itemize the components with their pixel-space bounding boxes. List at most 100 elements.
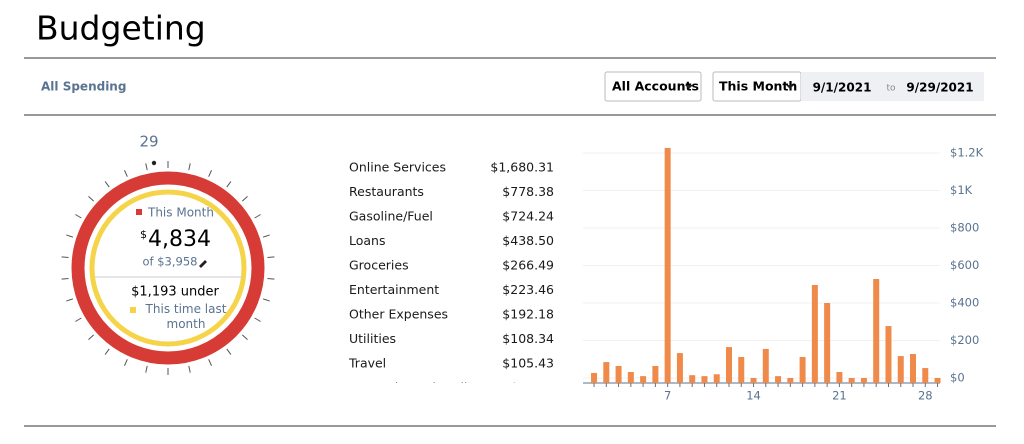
bar [676,353,683,383]
bar [640,376,647,383]
bar [762,348,769,383]
today-marker [151,160,157,166]
gauge-tick [88,334,95,340]
period-dropdown[interactable]: This Month [712,71,802,102]
gauge-tick [145,365,148,373]
y-tick-label: $200 [950,333,979,347]
bar [836,372,843,383]
bar [934,378,941,383]
category-amount: $108.34 [502,331,554,346]
bar [750,378,757,383]
gauge-tick [61,256,69,259]
accounts-dropdown[interactable]: All Accounts [604,71,702,102]
gauge-tick [267,277,275,280]
bar [910,354,917,383]
category-amount: $192.18 [502,307,554,322]
difference: $1,193 under [131,285,219,300]
gauge-tick [226,181,232,188]
bar [664,147,671,383]
y-tick-label: $1.2K [950,146,984,160]
x-tick-label: 7 [664,389,671,403]
y-tick-label: $0 [950,371,965,385]
gauge-tick [226,348,232,355]
category-name: Utilities [349,331,396,346]
gauge-tick [66,234,74,238]
legend-swatch [136,209,142,215]
bar [738,357,745,383]
y-tick-label: $800 [950,221,979,235]
gauge-tick [262,234,270,238]
start-date[interactable]: 9/1/2021 [813,81,872,95]
bar [603,362,610,383]
date-separator: to [886,84,896,94]
bar [787,378,794,383]
amount: 4,834 [148,227,211,252]
x-tick-label: 14 [746,389,761,403]
gauge-tick [254,317,261,322]
gauge-tick [124,359,128,366]
bar [799,357,806,383]
bar [811,285,818,383]
bar [860,378,867,383]
bar [701,376,708,383]
legend-current: This Month [147,206,214,220]
category-amount: $724.24 [502,209,554,224]
dropdown-caret [786,85,794,89]
category-name: Loans [349,233,386,248]
legend-previous: This time last month [145,302,227,331]
dropdown-text[interactable]: All Accounts [612,79,699,94]
gauge-tick [208,170,212,177]
gauge-tick [104,348,110,355]
gauge-tick [188,163,191,171]
category-amount: $105.43 [502,356,554,371]
gauge-tick [66,298,74,302]
bar [652,366,659,383]
gauge-tick [254,214,261,219]
date-range [801,72,984,101]
bar [689,375,696,383]
end-date[interactable]: 9/29/2021 [906,81,973,95]
gauge-tick [88,196,95,202]
category-name: Groceries [349,258,409,273]
current-ring [71,171,265,365]
bar [725,347,732,383]
dropdown-caret [685,85,693,89]
category-name: Online Services [349,160,446,175]
currency-symbol: $ [140,228,147,241]
gauge-tick [208,359,212,366]
gauge-tick [267,256,275,259]
gauge-tick [262,298,270,302]
legend-swatch [130,307,136,313]
dropdown-text[interactable]: This Month [719,79,797,94]
category-amount: $266.49 [502,258,554,273]
y-tick-label: $600 [950,258,979,272]
budget-gauge: 29 This Month $ 4,834 of $3,958 $1,193 u… [61,133,275,375]
page-title: Budgeting [36,9,206,48]
bar [615,366,622,383]
category-amount: $223.46 [502,282,554,297]
y-tick-label: $400 [950,296,979,310]
bar [885,326,892,383]
bar [897,356,904,383]
gauge-tick [124,170,128,177]
category-amount: $438.50 [502,233,554,248]
bar [873,279,880,383]
gauge-tick [188,365,191,373]
y-tick-label: $1K [950,183,973,197]
category-name: Gasoline/Fuel [349,209,433,224]
x-tick-label: 28 [918,389,933,403]
bar [775,376,782,383]
dropdown-box[interactable] [604,71,702,102]
bar [922,368,929,383]
bar [848,378,855,383]
edit-icon[interactable] [199,260,207,268]
category-amount: $96.73 [510,380,554,395]
legend-previous-box: This time last month [145,302,227,331]
gauge-tick [104,181,110,188]
bar [591,372,598,383]
x-tick-label: 21 [832,389,847,403]
category-list: Online Services $1,680.31 Restaurants $778.… [348,160,554,395]
previous-ring [89,189,247,347]
